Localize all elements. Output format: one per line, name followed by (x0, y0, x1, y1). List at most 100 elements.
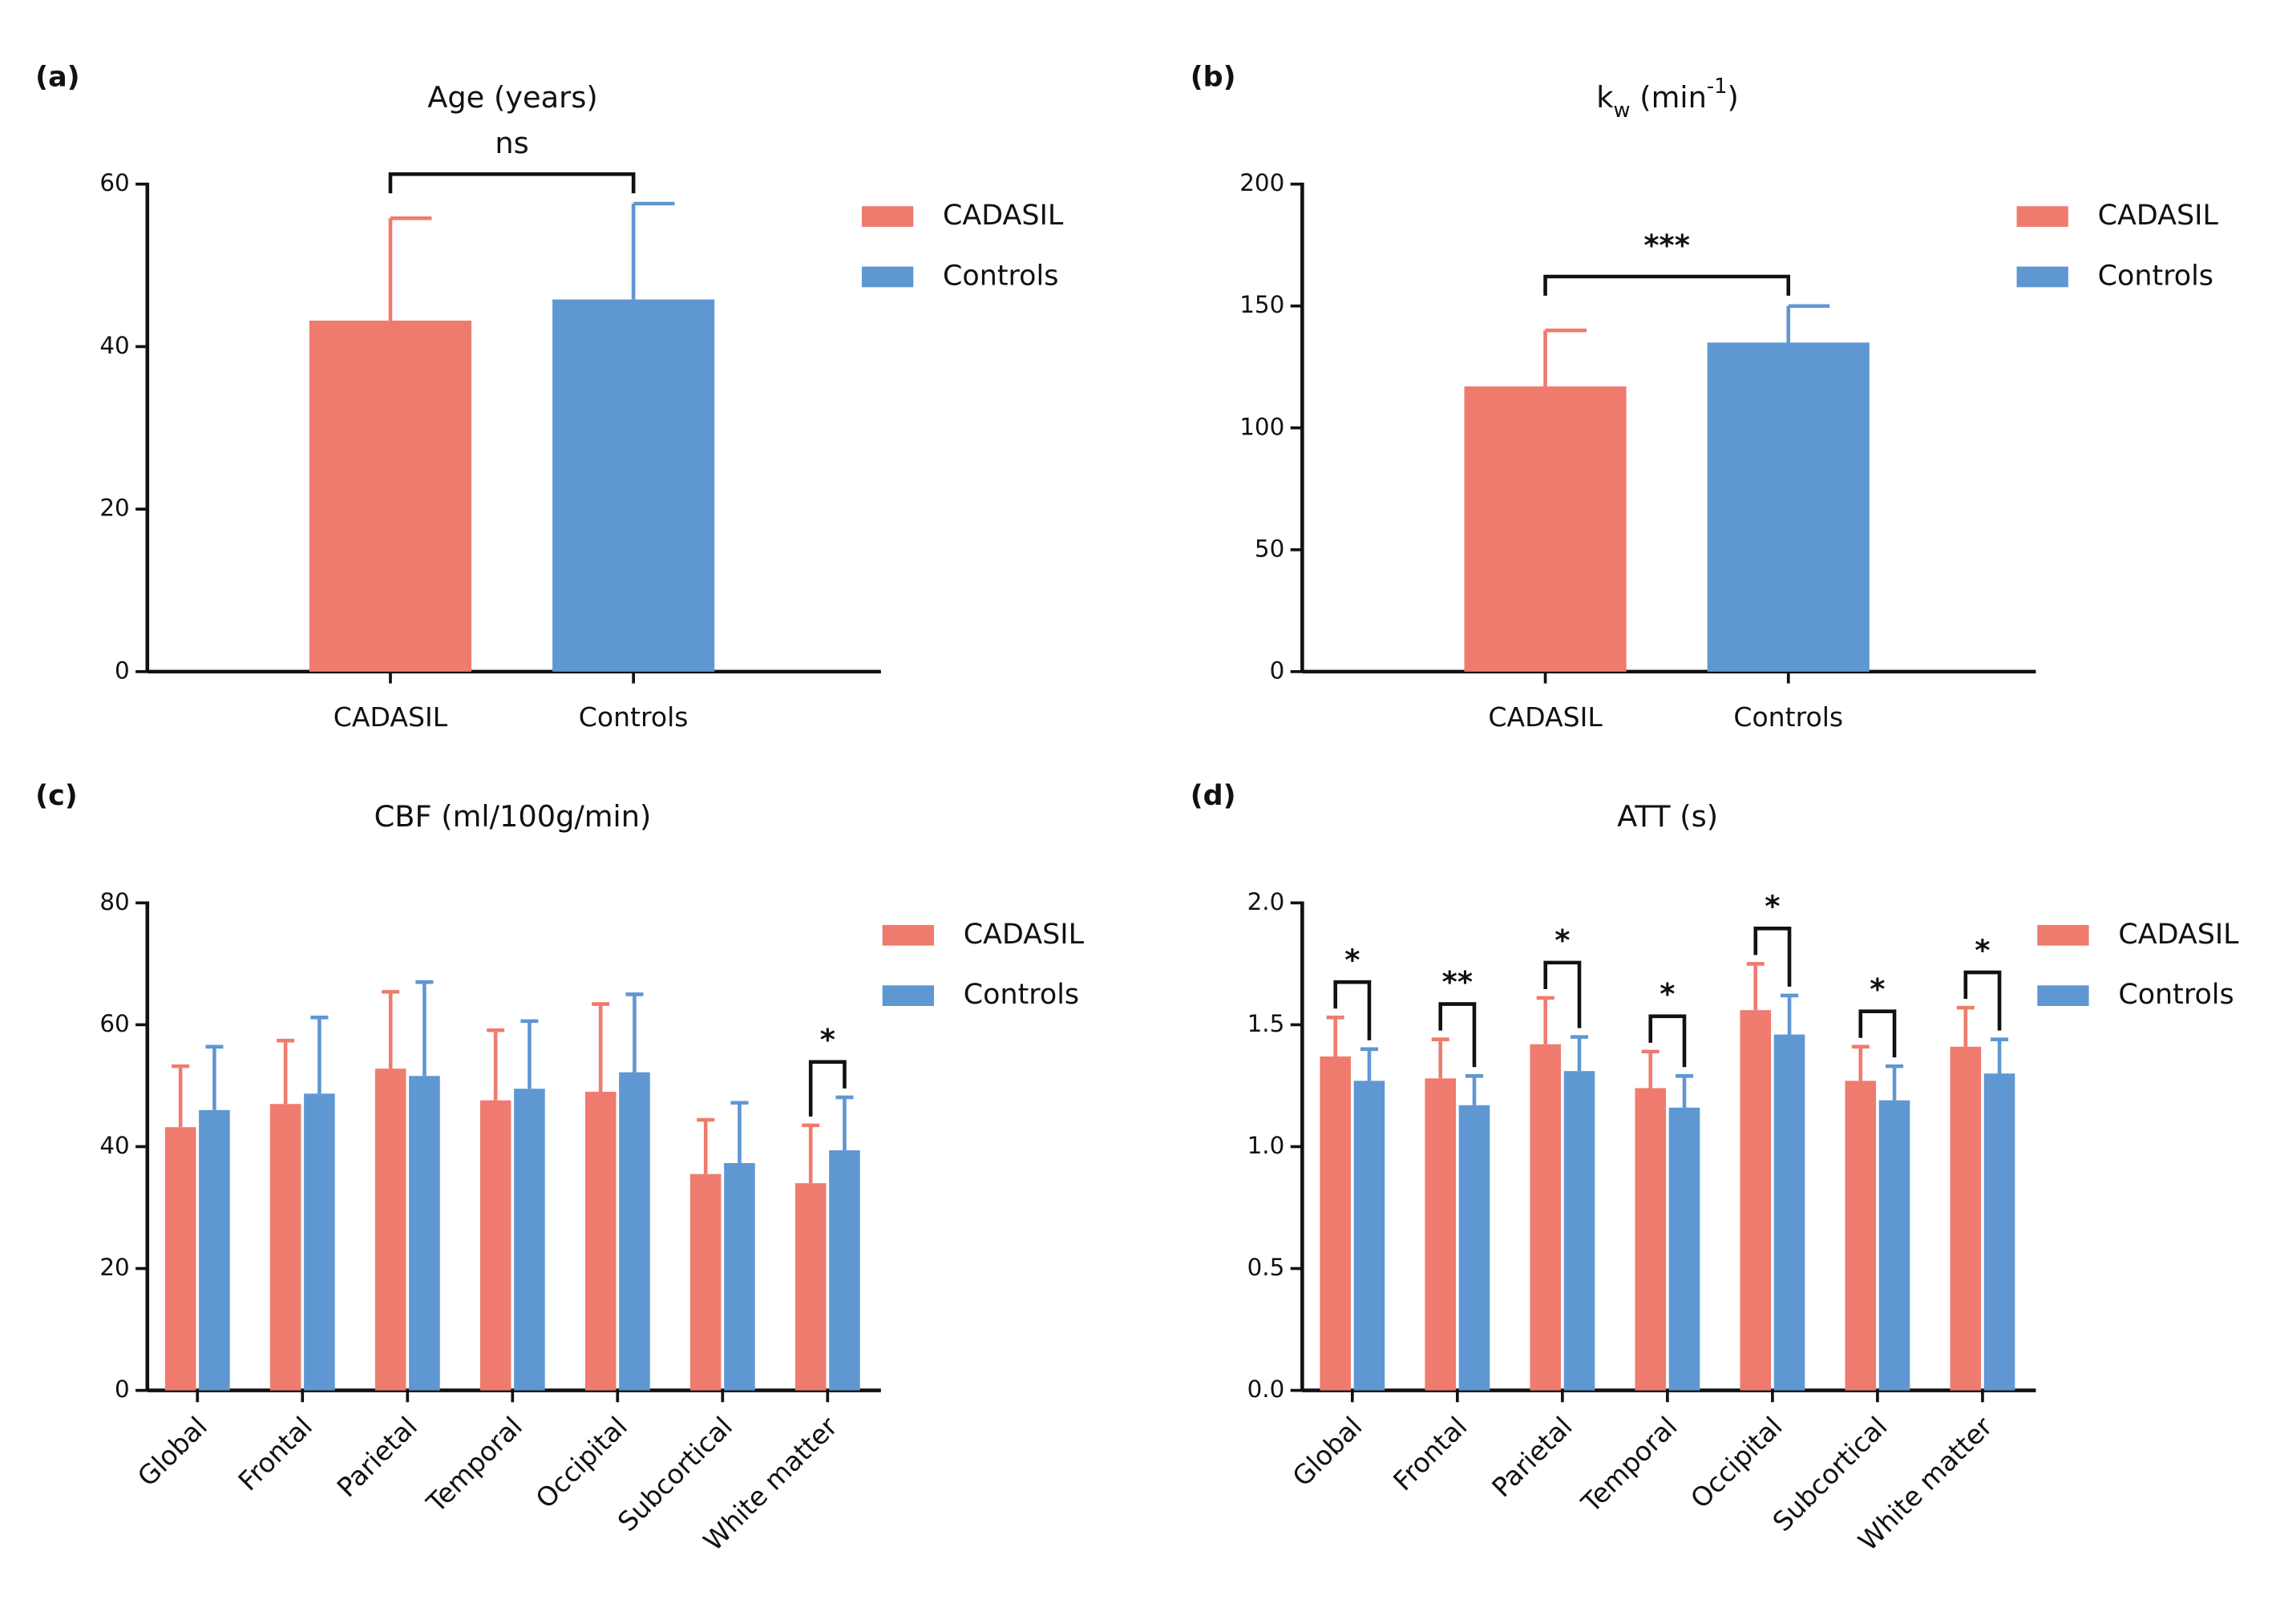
bar (1983, 1073, 2015, 1391)
legend-label: Controls (2118, 979, 2234, 1011)
significance-label: ** (1442, 964, 1473, 999)
panel-label: (c) (35, 780, 78, 812)
x-tick-label: Frontal (232, 1411, 318, 1497)
bar (409, 1076, 440, 1391)
title-part: -1 (1707, 75, 1728, 99)
y-tick-label: 0 (115, 656, 130, 684)
x-tick-label: CADASIL (1488, 701, 1603, 733)
bar (829, 1150, 860, 1391)
significance-label: * (1870, 972, 1885, 1006)
bar (619, 1072, 650, 1391)
bar (1845, 1081, 1877, 1391)
title-part: (min (1631, 80, 1707, 115)
significance-bracket (1648, 1014, 1687, 1068)
y-tick-label: 20 (99, 495, 129, 522)
x-tick-label: Controls (1733, 701, 1843, 733)
panel-label: (d) (1191, 780, 1236, 812)
significance-bracket (1543, 960, 1582, 1028)
y-tick-label: 50 (1255, 535, 1284, 562)
bar (304, 1093, 335, 1391)
y-tick-label: 2.0 (1247, 888, 1285, 915)
significance-bracket (1438, 1002, 1477, 1068)
bar (1668, 1107, 1700, 1391)
significance-bracket (388, 172, 636, 194)
bar (1425, 1078, 1457, 1391)
significance-label: * (1659, 977, 1675, 1012)
x-tick-label: Parietal (1486, 1411, 1578, 1503)
legend-label: CADASIL (2118, 919, 2239, 951)
legend-label: CADASIL (943, 200, 1064, 232)
x-tick-label: Occipital (1684, 1411, 1789, 1515)
legend-swatch (861, 266, 914, 288)
significance-bracket (1753, 927, 1792, 987)
legend-swatch (2016, 266, 2068, 288)
y-tick-label: 0.0 (1247, 1376, 1285, 1403)
chart-title: Age (years) (427, 80, 597, 115)
title-part: CBF (ml/100g/min) (374, 798, 652, 833)
significance-label: * (1765, 889, 1780, 923)
legend-swatch (2016, 206, 2068, 227)
bar (1773, 1034, 1805, 1391)
significance-bracket (808, 1060, 847, 1117)
chart-title: CBF (ml/100g/min) (374, 798, 652, 833)
legend-swatch (2037, 924, 2089, 946)
significance-bracket (1333, 980, 1372, 1040)
bar (199, 1109, 230, 1391)
x-tick-label: Temporal (1575, 1411, 1683, 1519)
bar (584, 1092, 617, 1391)
legend-label: CADASIL (964, 919, 1085, 951)
x-tick-label: CADASIL (334, 701, 448, 733)
legend-swatch (861, 206, 914, 227)
bar (1740, 1010, 1772, 1391)
bar (479, 1100, 511, 1391)
legend-label: CADASIL (2098, 200, 2219, 232)
x-tick-label: Global (131, 1411, 213, 1493)
bar (1635, 1088, 1667, 1391)
panel-label: (b) (1191, 61, 1236, 93)
title-part: ATT (s) (1617, 798, 1718, 833)
bar (309, 320, 472, 672)
x-tick-label: Controls (579, 701, 689, 733)
x-tick-label: Temporal (420, 1411, 528, 1519)
title-part: w (1614, 99, 1631, 123)
significance-bracket (1543, 274, 1791, 296)
y-tick-label: 0 (115, 1376, 130, 1403)
bar (164, 1127, 196, 1391)
y-tick-label: 40 (99, 1132, 129, 1159)
y-tick-label: 60 (99, 169, 129, 196)
bar (1878, 1100, 1910, 1391)
panel-label: (a) (35, 61, 79, 93)
chart-title: kw (min-1) (1596, 75, 1739, 123)
significance-label: * (1975, 933, 1990, 968)
bar (724, 1163, 755, 1391)
significance-label: * (1344, 943, 1360, 977)
bar (689, 1174, 722, 1391)
title-part: Age (years) (427, 80, 597, 115)
x-tick-label: Parietal (331, 1411, 423, 1503)
bar (1464, 386, 1627, 672)
y-tick-label: 40 (99, 332, 129, 359)
y-tick-label: 200 (1239, 169, 1284, 196)
bar (1563, 1071, 1595, 1391)
legend-swatch (882, 924, 935, 946)
significance-label: ns (495, 126, 528, 160)
bar (1458, 1105, 1490, 1391)
legend-swatch (882, 985, 935, 1006)
y-tick-label: 100 (1239, 413, 1284, 440)
bar (794, 1183, 827, 1391)
y-tick-label: 0 (1270, 656, 1285, 684)
y-tick-label: 1.0 (1247, 1132, 1285, 1159)
x-tick-label: Occipital (530, 1411, 634, 1515)
significance-label: * (820, 1023, 835, 1057)
significance-label: * (1554, 923, 1570, 958)
bar (1707, 342, 1870, 672)
y-tick-label: 20 (99, 1254, 129, 1281)
x-tick-label: Frontal (1387, 1411, 1474, 1497)
chart-title: ATT (s) (1617, 798, 1718, 833)
legend-label: Controls (943, 260, 1058, 292)
y-tick-label: 150 (1239, 291, 1284, 318)
bar (269, 1104, 301, 1391)
bar (1353, 1081, 1385, 1391)
bar (374, 1069, 406, 1391)
